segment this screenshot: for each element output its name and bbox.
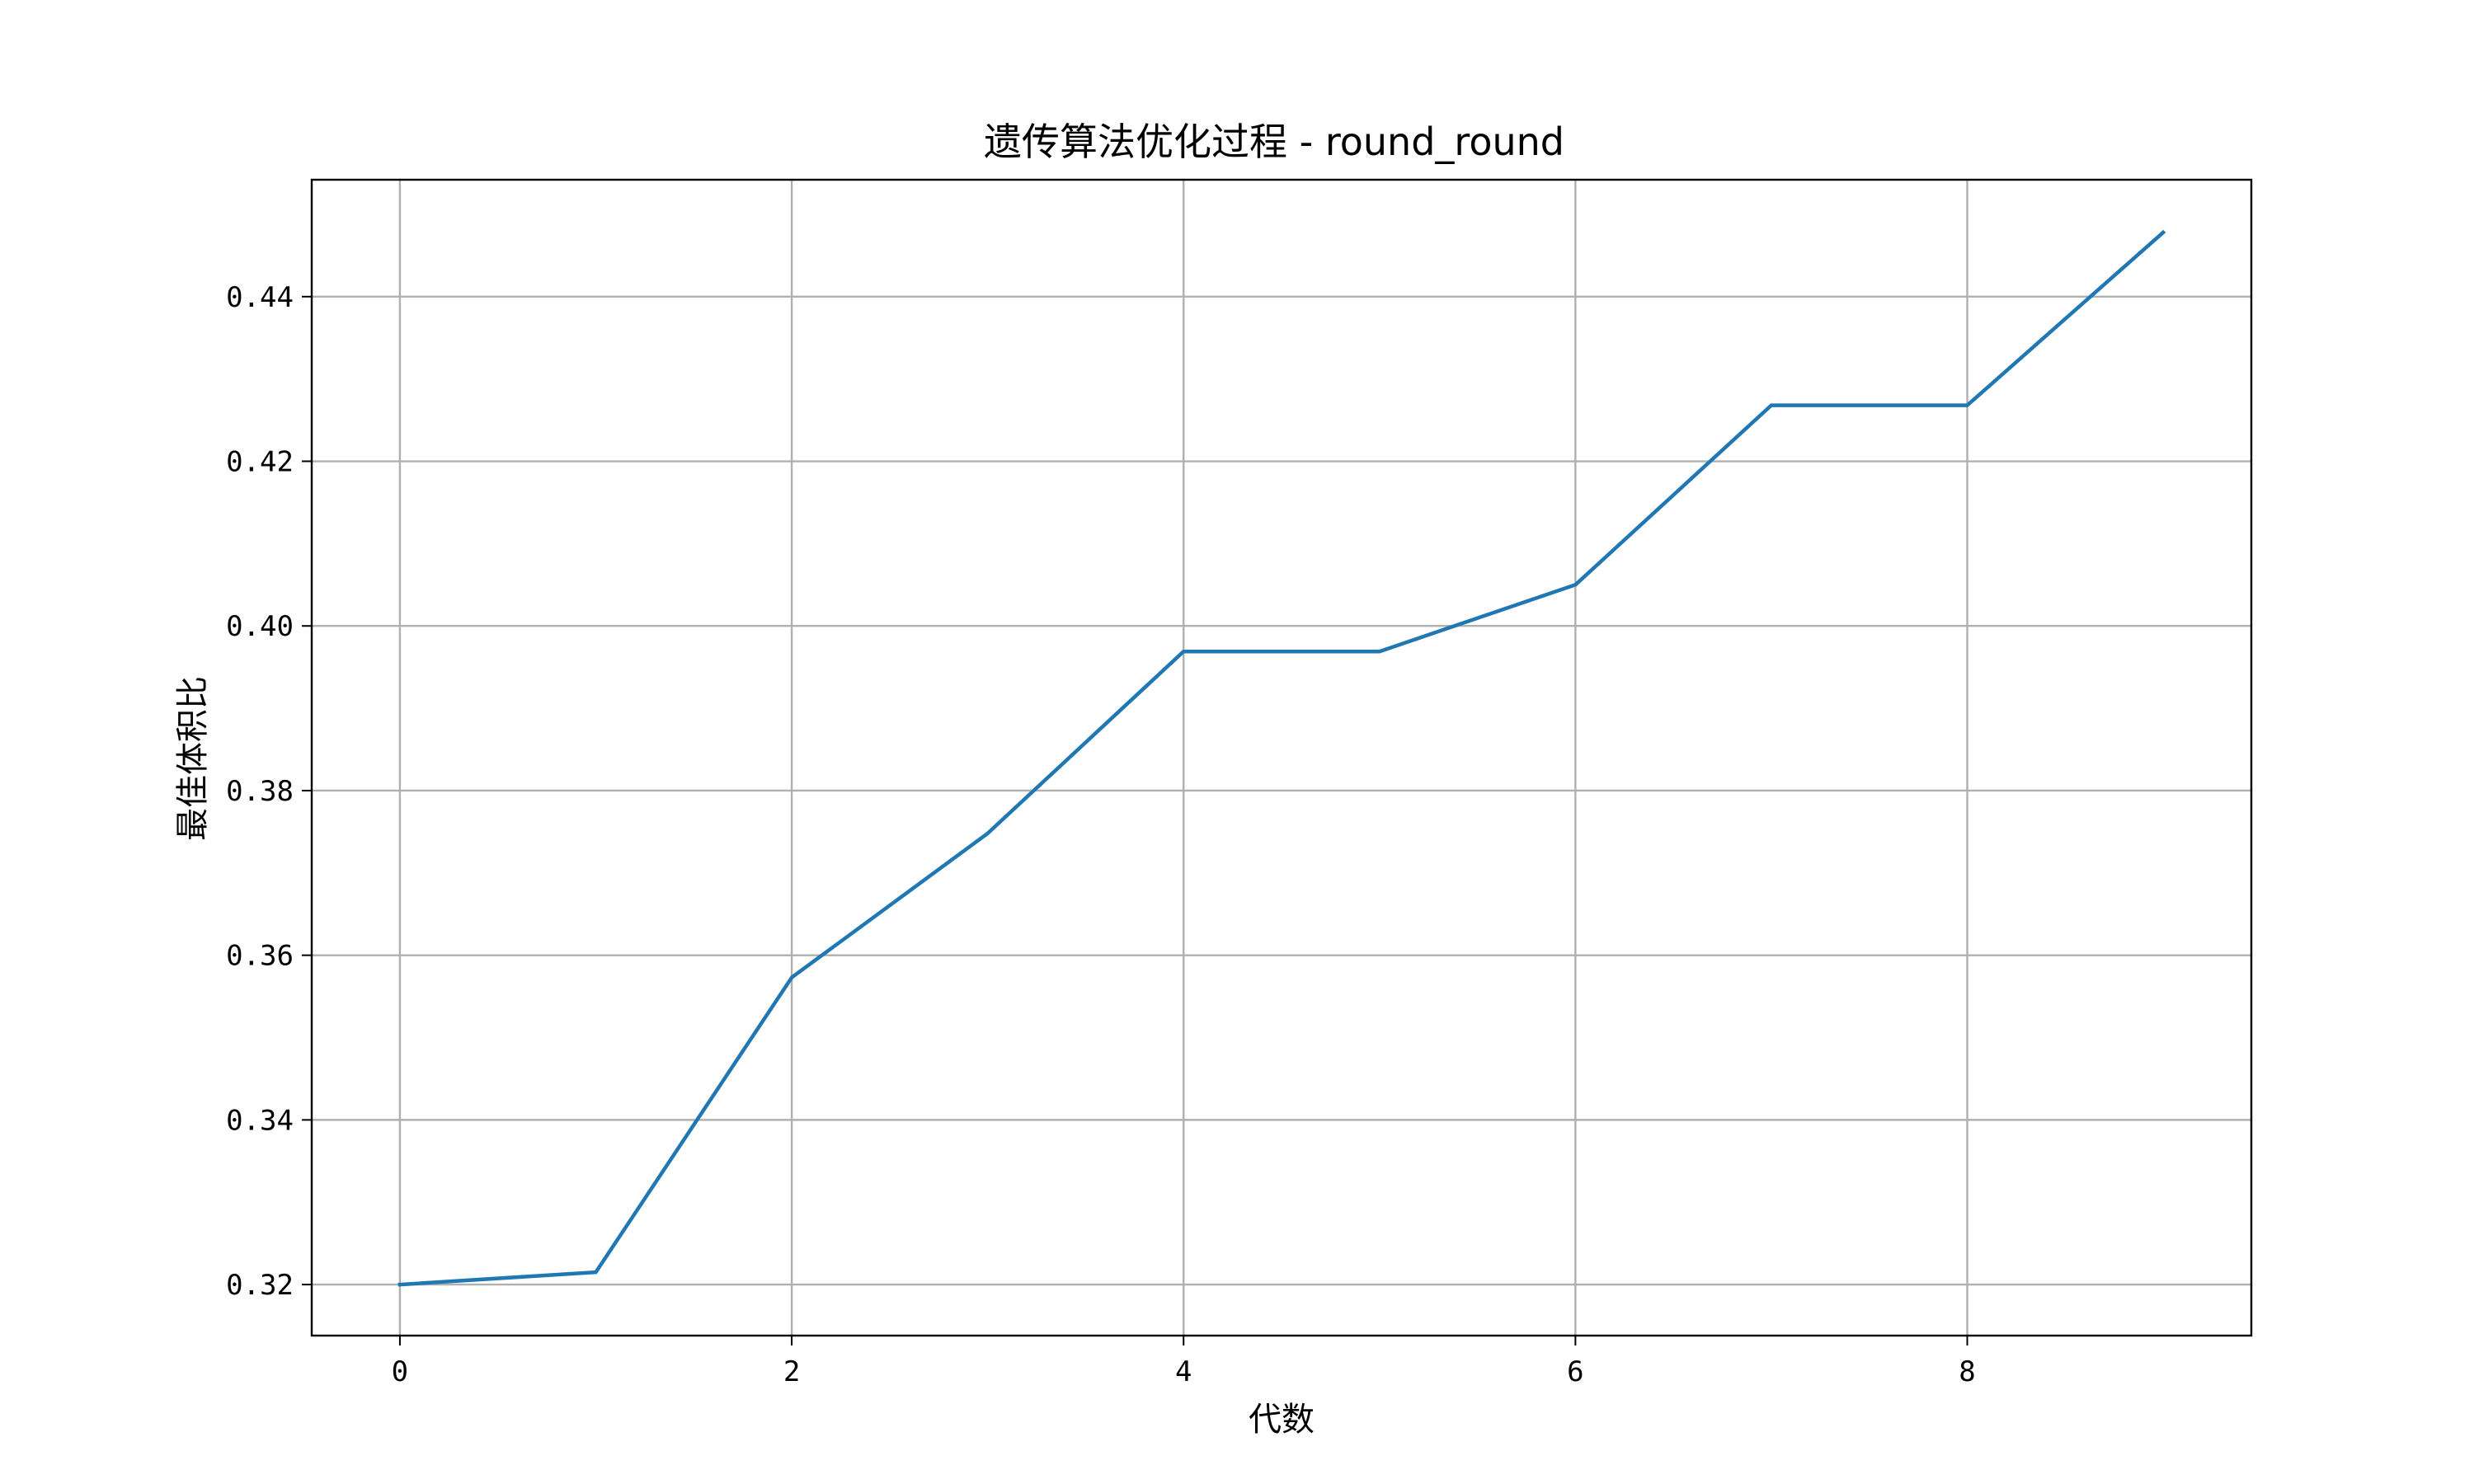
x-tick-label: 4 xyxy=(1175,1355,1192,1388)
data-point xyxy=(399,1284,401,1285)
y-tick-label: 0.42 xyxy=(226,446,294,479)
data-point xyxy=(1967,405,1968,406)
series-line xyxy=(397,229,2166,1287)
data-point xyxy=(1183,650,1184,652)
x-axis-label: 代数 xyxy=(1249,1401,1315,1439)
x-tick-label: 0 xyxy=(392,1355,408,1388)
y-tick-label: 0.44 xyxy=(226,281,294,314)
y-tick-label: 0.34 xyxy=(226,1104,294,1137)
axis-ticks: 0 2 4 6 8 0.32 0.34 0.36 0.38 0.40 0.42 0.44 xyxy=(226,281,1976,1388)
x-tick-label: 8 xyxy=(1959,1355,1975,1388)
y-tick-label: 0.38 xyxy=(226,775,294,808)
chart-title: 遗传算法优化过程 - round_round xyxy=(984,120,1564,164)
x-tick-label: 2 xyxy=(783,1355,800,1388)
x-tick-label: 6 xyxy=(1567,1355,1583,1388)
y-tick-label: 0.32 xyxy=(226,1269,294,1302)
data-point xyxy=(791,977,793,979)
plot-frame xyxy=(310,178,2253,1337)
data-point xyxy=(595,1271,596,1273)
y-tick-label: 0.40 xyxy=(226,610,294,643)
y-tick-label: 0.36 xyxy=(226,940,294,973)
data-point xyxy=(1379,650,1380,652)
y-axis-label: 最佳体积比 xyxy=(174,676,212,841)
data-point xyxy=(987,833,989,834)
series-layer xyxy=(397,229,2166,1287)
grid xyxy=(312,180,2251,1336)
